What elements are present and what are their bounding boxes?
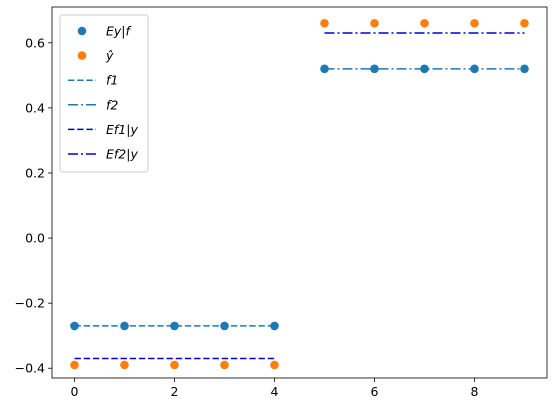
- legend-label-1: ŷ: [105, 48, 114, 63]
- y-tick-label: −0.2: [15, 296, 45, 311]
- data-point-s0-3: [220, 321, 229, 331]
- data-point-s1-2: [170, 360, 179, 370]
- y-tick-label: −0.4: [15, 361, 45, 376]
- data-point-s1-7: [420, 18, 429, 28]
- data-point-s1-4: [270, 360, 279, 370]
- data-point-s0-7: [420, 64, 429, 74]
- data-point-s0-5: [320, 64, 329, 74]
- data-point-s1-8: [470, 18, 479, 28]
- data-point-s0-4: [270, 321, 279, 331]
- x-tick-label: 8: [471, 384, 479, 399]
- legend-marker-0: [77, 26, 87, 36]
- data-point-s1-0: [70, 360, 79, 370]
- legend-label-0: Ey|f: [106, 24, 132, 39]
- data-point-s0-1: [120, 321, 129, 331]
- data-point-s1-3: [220, 360, 229, 370]
- plot-area: [70, 18, 529, 370]
- data-point-s0-2: [170, 321, 179, 331]
- x-tick-label: 2: [171, 384, 179, 399]
- axes: 0 2 4 6 8 −0.4 −0.2 0.0 0.2 0.4 0.6: [15, 6, 548, 399]
- y-tick-label: 0.4: [25, 100, 45, 115]
- legend-label-3: f2: [106, 97, 118, 112]
- legend: Ey|f ŷ f1 f2 Ef1|y Ef2|y: [59, 14, 149, 173]
- x-tick-label: 4: [271, 384, 279, 399]
- y-tick-label: 0.2: [25, 165, 45, 180]
- data-point-s0-6: [370, 64, 379, 74]
- legend-label-5: Ef2|y: [106, 147, 138, 162]
- y-tick-label: 0.6: [25, 35, 45, 50]
- data-point-s0-0: [70, 321, 79, 331]
- y-tick-label: 0.0: [25, 231, 45, 246]
- data-point-s0-9: [520, 64, 529, 74]
- x-tick-label: 0: [71, 384, 79, 399]
- data-point-s0-8: [470, 64, 479, 74]
- data-point-s1-6: [370, 18, 379, 28]
- data-point-s1-9: [520, 18, 529, 28]
- legend-label-2: f1: [106, 73, 118, 88]
- legend-marker-1: [77, 51, 87, 60]
- data-point-s1-1: [120, 360, 129, 370]
- axes-frame: [51, 6, 548, 379]
- data-point-s1-5: [320, 18, 329, 28]
- x-tick-label: 6: [371, 384, 379, 399]
- legend-label-4: Ef1|y: [106, 122, 138, 137]
